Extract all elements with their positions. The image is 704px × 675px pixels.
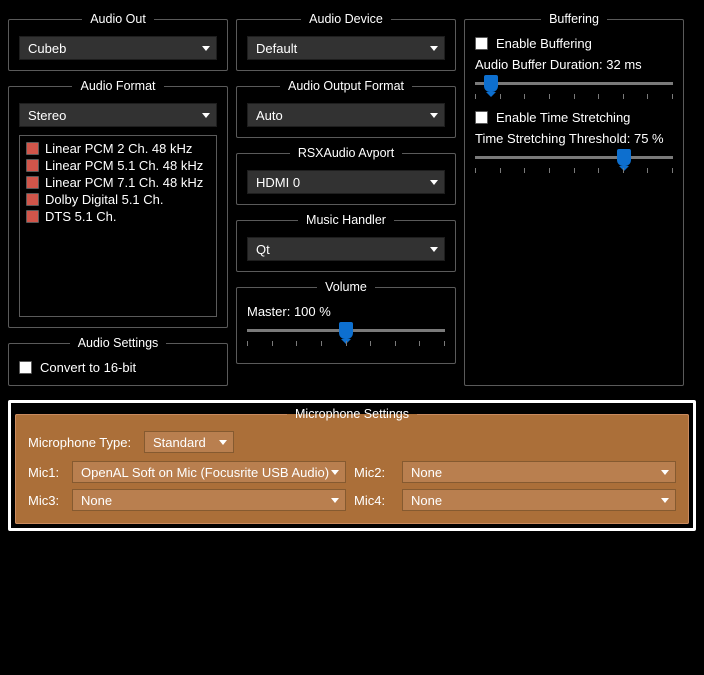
audio-format-listbox: Linear PCM 2 Ch. 48 kHz Linear PCM 5.1 C… (19, 135, 217, 317)
checkbox-icon[interactable] (26, 210, 39, 223)
mic3-label: Mic3: (28, 493, 64, 508)
slider-ticks (247, 341, 445, 346)
rsx-avport-legend: RSXAudio Avport (290, 146, 402, 160)
slider-track (475, 156, 673, 159)
audio-output-format-group: Audio Output Format Auto (236, 79, 456, 138)
rsx-avport-value: HDMI 0 (256, 175, 300, 190)
slider-track (475, 82, 673, 85)
volume-group: Volume Master: 100 % (236, 280, 456, 364)
audio-out-combo[interactable]: Cubeb (19, 36, 217, 60)
chevron-down-icon (430, 113, 438, 118)
enable-buffering-checkbox[interactable]: Enable Buffering (475, 36, 673, 51)
chevron-down-icon (331, 470, 339, 475)
chevron-down-icon (202, 46, 210, 51)
list-item-label: DTS 5.1 Ch. (45, 209, 117, 224)
checkbox-icon[interactable] (26, 159, 39, 172)
mic2-combo[interactable]: None (402, 461, 676, 483)
audio-settings-group: Audio Settings Convert to 16-bit (8, 336, 228, 386)
mic-type-combo[interactable]: Standard (144, 431, 234, 453)
checkbox-icon[interactable] (19, 361, 32, 374)
chevron-down-icon (430, 247, 438, 252)
mic1-combo[interactable]: OpenAL Soft on Mic (Focusrite USB Audio) (72, 461, 346, 483)
audio-format-legend: Audio Format (72, 79, 163, 93)
audio-output-format-value: Auto (256, 108, 283, 123)
microphone-group: Microphone Settings Microphone Type: Sta… (15, 407, 689, 524)
audio-settings-legend: Audio Settings (70, 336, 167, 350)
chevron-down-icon (430, 180, 438, 185)
chevron-down-icon (430, 46, 438, 51)
checkbox-icon[interactable] (475, 111, 488, 124)
mic1-value: OpenAL Soft on Mic (Focusrite USB Audio) (81, 465, 329, 480)
mic-type-value: Standard (153, 435, 206, 450)
music-handler-combo[interactable]: Qt (247, 237, 445, 261)
slider-thumb[interactable] (617, 149, 631, 166)
convert-16bit-checkbox[interactable]: Convert to 16-bit (19, 360, 217, 375)
slider-ticks (475, 168, 673, 173)
stretch-threshold-slider[interactable] (475, 150, 673, 180)
chevron-down-icon (202, 113, 210, 118)
buffer-duration-slider[interactable] (475, 76, 673, 106)
mic4-combo[interactable]: None (402, 489, 676, 511)
list-item[interactable]: Dolby Digital 5.1 Ch. (26, 191, 210, 208)
list-item[interactable]: Linear PCM 2 Ch. 48 kHz (26, 140, 210, 157)
audio-format-group: Audio Format Stereo Linear PCM 2 Ch. 48 … (8, 79, 228, 328)
slider-thumb[interactable] (339, 322, 353, 339)
enable-stretch-checkbox[interactable]: Enable Time Stretching (475, 110, 673, 125)
rsx-avport-combo[interactable]: HDMI 0 (247, 170, 445, 194)
chevron-down-icon (219, 440, 227, 445)
volume-slider[interactable] (247, 323, 445, 353)
checkbox-icon[interactable] (475, 37, 488, 50)
buffering-group: Buffering Enable Buffering Audio Buffer … (464, 12, 684, 386)
audio-out-value: Cubeb (28, 41, 66, 56)
rsx-avport-group: RSXAudio Avport HDMI 0 (236, 146, 456, 205)
audio-device-group: Audio Device Default (236, 12, 456, 71)
volume-legend: Volume (317, 280, 375, 294)
mic3-combo[interactable]: None (72, 489, 346, 511)
list-item-label: Linear PCM 5.1 Ch. 48 kHz (45, 158, 203, 173)
music-handler-group: Music Handler Qt (236, 213, 456, 272)
checkbox-icon[interactable] (26, 142, 39, 155)
list-item-label: Dolby Digital 5.1 Ch. (45, 192, 164, 207)
chevron-down-icon (661, 498, 669, 503)
list-item-label: Linear PCM 2 Ch. 48 kHz (45, 141, 192, 156)
chevron-down-icon (331, 498, 339, 503)
audio-device-combo[interactable]: Default (247, 36, 445, 60)
chevron-down-icon (661, 470, 669, 475)
list-item[interactable]: Linear PCM 5.1 Ch. 48 kHz (26, 157, 210, 174)
audio-device-value: Default (256, 41, 297, 56)
music-handler-legend: Music Handler (298, 213, 394, 227)
convert-16bit-label: Convert to 16-bit (40, 360, 136, 375)
mic3-value: None (81, 493, 112, 508)
enable-stretch-label: Enable Time Stretching (496, 110, 630, 125)
list-item[interactable]: DTS 5.1 Ch. (26, 208, 210, 225)
audio-output-format-combo[interactable]: Auto (247, 103, 445, 127)
mic-type-label: Microphone Type: (28, 435, 138, 450)
audio-out-group: Audio Out Cubeb (8, 12, 228, 71)
music-handler-value: Qt (256, 242, 270, 257)
checkbox-icon[interactable] (26, 193, 39, 206)
list-item-label: Linear PCM 7.1 Ch. 48 kHz (45, 175, 203, 190)
mic2-label: Mic2: (354, 465, 394, 480)
audio-device-legend: Audio Device (301, 12, 391, 26)
volume-text: Master: 100 % (247, 304, 445, 319)
mic2-value: None (411, 465, 442, 480)
list-item[interactable]: Linear PCM 7.1 Ch. 48 kHz (26, 174, 210, 191)
audio-channels-combo[interactable]: Stereo (19, 103, 217, 127)
mic1-label: Mic1: (28, 465, 64, 480)
buffering-legend: Buffering (541, 12, 607, 26)
stretch-threshold-text: Time Stretching Threshold: 75 % (475, 131, 673, 146)
microphone-highlight: Microphone Settings Microphone Type: Sta… (8, 400, 696, 531)
audio-channels-value: Stereo (28, 108, 66, 123)
audio-output-format-legend: Audio Output Format (280, 79, 412, 93)
microphone-legend: Microphone Settings (287, 407, 417, 421)
mic4-label: Mic4: (354, 493, 394, 508)
slider-thumb[interactable] (484, 75, 498, 92)
slider-ticks (475, 94, 673, 99)
buffer-duration-text: Audio Buffer Duration: 32 ms (475, 57, 673, 72)
checkbox-icon[interactable] (26, 176, 39, 189)
mic4-value: None (411, 493, 442, 508)
enable-buffering-label: Enable Buffering (496, 36, 592, 51)
audio-out-legend: Audio Out (82, 12, 154, 26)
